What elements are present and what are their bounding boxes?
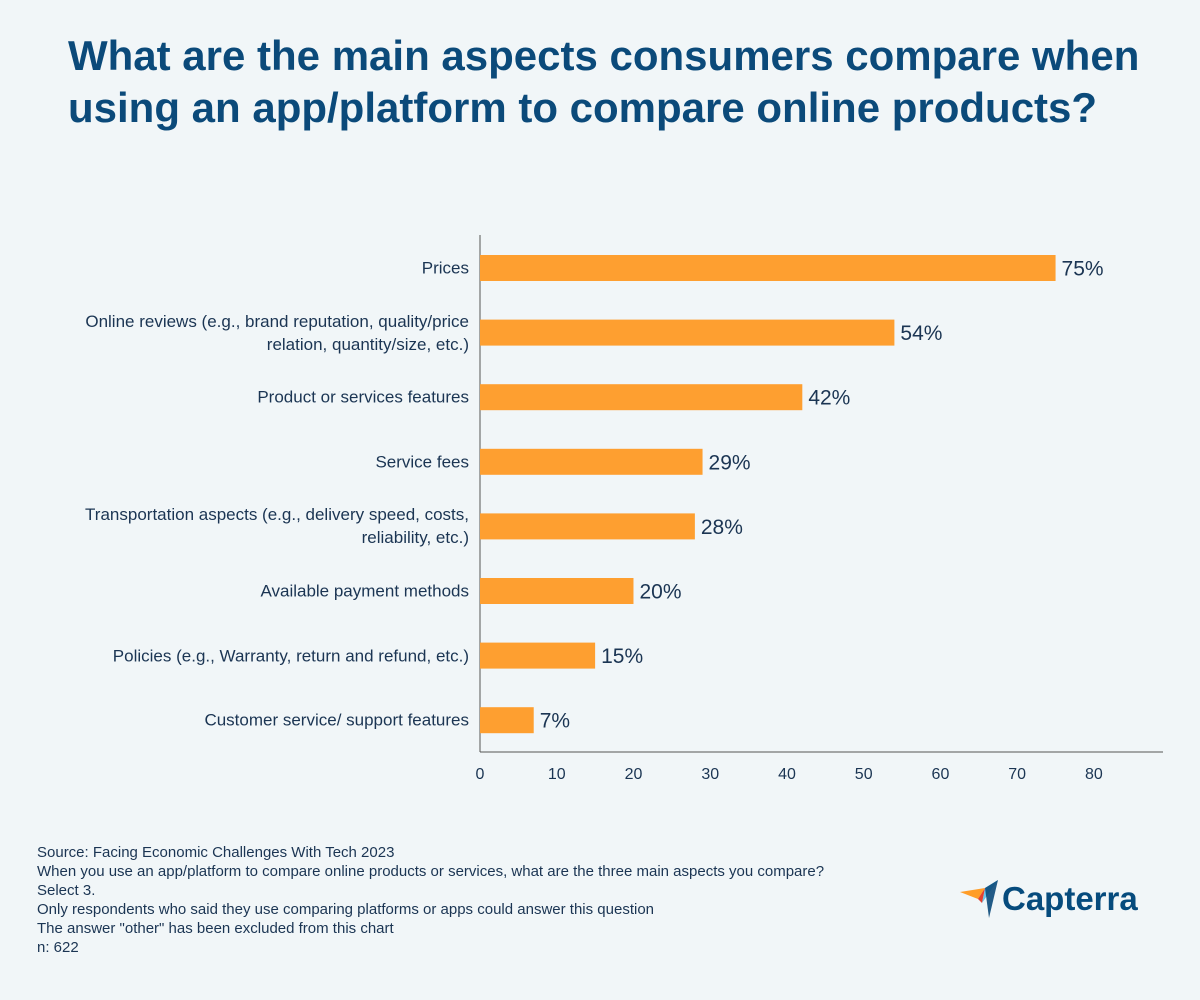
x-tick-label: 60 (932, 766, 950, 783)
y-tick-label: Transportation aspects (e.g., delivery s… (85, 505, 469, 548)
note-line: Only respondents who said they use compa… (37, 901, 654, 918)
x-tick-label: 50 (855, 766, 873, 783)
data-label: 20% (639, 581, 681, 604)
note-line: When you use an app/platform to compare … (37, 863, 825, 899)
data-label: 15% (601, 645, 643, 668)
note-line: Source: Facing Economic Challenges With … (37, 844, 395, 861)
note-line: The answer "other" has been excluded fro… (37, 920, 394, 937)
y-tick-label: Service fees (375, 452, 469, 472)
x-tick-label: 0 (476, 766, 485, 783)
y-tick-label: Product or services features (257, 387, 469, 407)
bar (480, 319, 895, 346)
data-label: 7% (540, 710, 570, 733)
logo-text: Capterra (1002, 880, 1138, 917)
x-tick-label: 70 (1008, 766, 1026, 783)
y-tick-label: Prices (421, 258, 469, 278)
bar (480, 513, 695, 540)
y-tick-label: Customer service/ support features (204, 710, 469, 730)
data-label: 75% (1062, 258, 1104, 281)
y-tick-label: Available payment methods (260, 581, 469, 601)
bar (480, 448, 703, 475)
note-line: n: 622 (37, 939, 79, 956)
data-label: 42% (808, 387, 850, 410)
x-tick-label: 20 (625, 766, 643, 783)
notes: Source: Facing Economic Challenges With … (37, 843, 867, 957)
chart-title: What are the main aspects consumers comp… (68, 32, 1140, 131)
x-tick-label: 30 (701, 766, 719, 783)
x-tick-label: 40 (778, 766, 796, 783)
bar (480, 707, 534, 734)
logo-icon (960, 880, 998, 918)
x-tick-label: 10 (548, 766, 566, 783)
data-label: 28% (701, 516, 743, 539)
x-tick-label: 80 (1085, 766, 1103, 783)
data-label: 29% (709, 451, 751, 474)
data-label: 54% (900, 322, 942, 345)
y-tick-label: Online reviews (e.g., brand reputation, … (85, 311, 469, 354)
bar (480, 255, 1056, 281)
bar (480, 578, 634, 604)
bar (480, 384, 803, 411)
bar (480, 642, 596, 669)
y-tick-label: Policies (e.g., Warranty, return and ref… (112, 646, 469, 666)
